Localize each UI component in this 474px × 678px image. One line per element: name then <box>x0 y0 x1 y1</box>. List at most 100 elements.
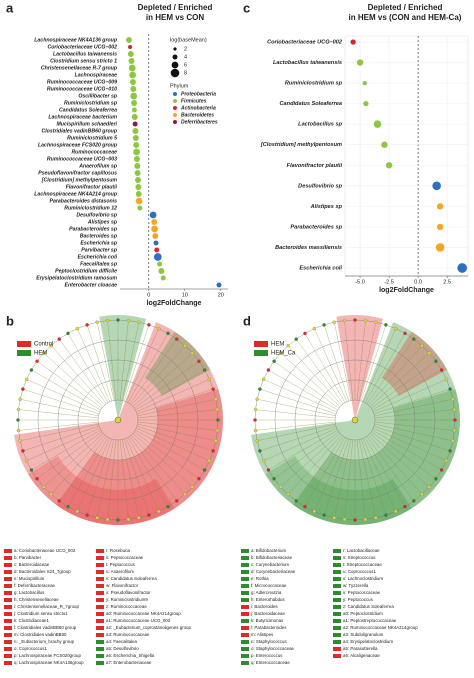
clade-branch <box>274 361 339 409</box>
taxon-swatch <box>333 612 341 616</box>
y-tick-label: Coriobacteriaceae UCG–002 <box>48 44 118 50</box>
clade-branch <box>368 434 423 495</box>
taxon-swatch <box>4 598 12 602</box>
taxon-label: n: Staphylococcus <box>251 639 287 644</box>
taxon-swatch <box>241 640 249 644</box>
clade-node <box>420 343 424 348</box>
y-tick-label: Lachnospiraceae NK4A214 group <box>34 191 117 197</box>
clade-branch <box>18 409 99 419</box>
clade-branch <box>134 431 199 479</box>
taxon-label: l: Clostridiales vadinBB60 group <box>14 625 77 630</box>
clade-branch <box>362 438 396 512</box>
clade-node <box>147 513 151 517</box>
taxon-swatch <box>96 654 104 658</box>
dot <box>135 197 143 205</box>
clade-node <box>49 492 53 497</box>
taxon-label: r: Roseburia <box>106 548 130 553</box>
taxon-label: b: Parvibacter <box>14 555 42 560</box>
taxon-swatch <box>4 577 12 581</box>
clade-node <box>35 477 39 481</box>
taxon-label: j: Bacteroidaceae <box>250 611 285 616</box>
y-tick-label: Mucispirillum schaedleri <box>56 121 117 127</box>
clade-node <box>444 458 449 463</box>
dot <box>131 114 138 120</box>
dot <box>131 107 137 113</box>
clade-branch <box>77 328 111 402</box>
taxon-label: g: Lactobacillus <box>14 590 45 595</box>
clade-node <box>183 343 187 348</box>
clade-branch <box>373 427 447 461</box>
taxon-swatch <box>4 647 12 651</box>
legend-label: Bacteroidetes <box>181 112 214 118</box>
clade-branch <box>356 439 366 520</box>
dot <box>130 86 137 92</box>
clade-node <box>294 499 298 503</box>
taxon-swatch <box>4 612 12 616</box>
legend-label: 4 <box>184 54 187 60</box>
clade-branch <box>374 421 455 431</box>
clade-branch <box>314 438 348 512</box>
clade-node <box>253 407 258 412</box>
clade-branch <box>259 426 337 452</box>
clade-branch <box>372 369 442 411</box>
clade-branch <box>268 429 338 471</box>
clade-branch <box>43 352 104 407</box>
clade-node <box>286 343 290 348</box>
clade-node <box>21 387 25 391</box>
legend-swatch <box>254 350 268 356</box>
dot <box>132 128 139 134</box>
y-tick-label: Peptoclostridium difficile <box>55 268 117 274</box>
clade-branch <box>135 429 205 471</box>
clade-node <box>16 428 21 433</box>
taxon-swatch <box>241 661 249 665</box>
taxon-label: t: Streptococcaceae <box>343 562 382 567</box>
clade-branch <box>361 324 387 402</box>
taxon-label: i: Bacteroides <box>251 604 278 609</box>
taxon-label: a2: _Eubacterium_coprostanoligenes group <box>106 625 192 630</box>
panel-label: c <box>243 0 250 15</box>
clade-node <box>166 504 170 509</box>
y-tick-label: Alistipes sp <box>87 219 117 225</box>
clade-node <box>452 428 457 433</box>
taxon-swatch <box>96 633 104 637</box>
clade-node <box>272 477 276 481</box>
dot <box>457 263 468 273</box>
dot <box>137 205 143 211</box>
clade-node <box>215 407 220 412</box>
dot <box>132 121 138 127</box>
y-tick-label: Lactobacillus taiwanensis <box>53 51 117 57</box>
clade-sector <box>14 322 224 526</box>
clade-node <box>286 492 290 497</box>
dot <box>135 177 141 183</box>
taxon-swatch <box>96 605 104 609</box>
y-tick-label: Candidatus Soleaferrea <box>59 107 117 113</box>
taxon-swatch <box>4 626 12 630</box>
clade-node <box>183 492 187 497</box>
legend-size-dot <box>171 61 179 69</box>
legend-swatch <box>254 341 268 347</box>
clade-node <box>21 449 25 453</box>
chart-title: Depleted / Enriched <box>368 3 443 12</box>
dot <box>128 64 136 72</box>
taxon-label: y: Peptococcus <box>343 597 374 602</box>
clade-branch <box>371 361 436 409</box>
clade-branch <box>304 333 346 403</box>
taxon-swatch <box>241 591 249 595</box>
dot <box>126 37 132 43</box>
clade-branch <box>129 436 177 501</box>
y-tick-label: Lachnospiraceae NK4A136 group <box>34 37 117 43</box>
chart-title: Depleted / Enriched <box>138 3 213 12</box>
clade-branch <box>137 399 216 416</box>
taxon-label: t: Peptococcus <box>106 562 136 567</box>
taxon-swatch <box>241 633 249 637</box>
dot <box>381 141 388 148</box>
dot <box>130 79 136 85</box>
clade-node <box>105 517 110 522</box>
clade-node <box>147 323 151 327</box>
dot <box>134 163 141 169</box>
clade-branch <box>131 434 186 495</box>
taxon-label: s: Streptococcus <box>343 555 376 560</box>
taxon-swatch <box>241 605 249 609</box>
taxon-label: n: _Eubacterium_brachy group <box>14 639 75 644</box>
taxon-swatch <box>241 598 249 602</box>
